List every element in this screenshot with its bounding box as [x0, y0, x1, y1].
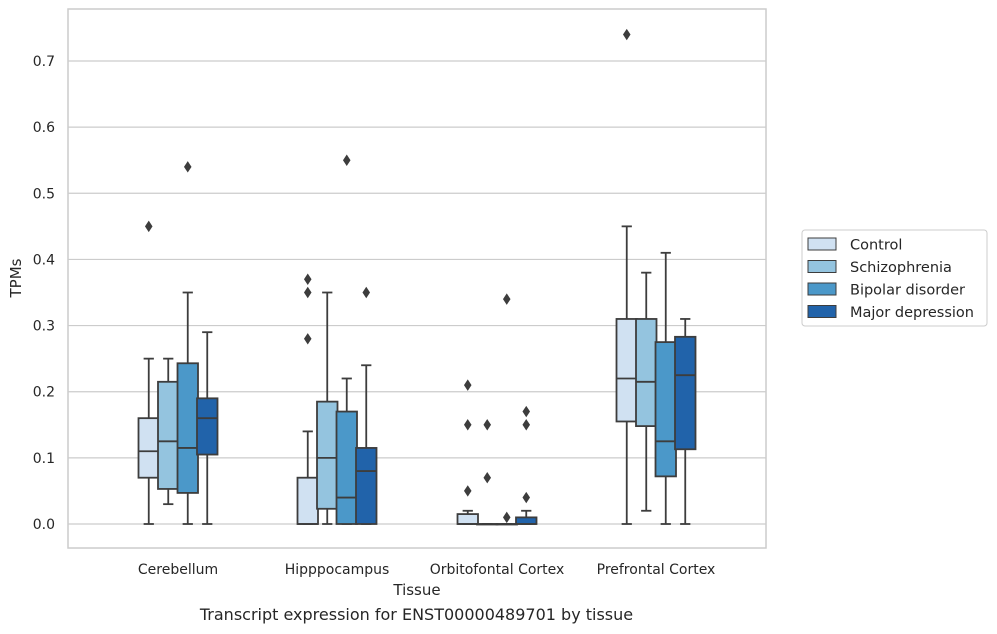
box-control-1 — [296, 273, 319, 525]
x-tick-label: Hipppocampus — [285, 562, 390, 578]
box-body — [316, 400, 339, 510]
box-control-3 — [615, 28, 638, 525]
legend-swatch — [807, 260, 837, 273]
box-schizophrenia-1 — [316, 291, 339, 525]
outlier-point — [502, 293, 511, 305]
outlier-point — [522, 491, 531, 504]
outlier-point — [483, 471, 492, 484]
box-bipolar-disorder-1 — [335, 154, 358, 525]
y-tick-label: 0.7 — [33, 54, 55, 70]
box-schizophrenia-2 — [476, 419, 499, 526]
x-axis-label: Tissue — [392, 581, 440, 599]
y-tick-label: 0.6 — [33, 120, 55, 136]
outlier-point — [144, 220, 153, 233]
box-schizophrenia-0 — [157, 357, 180, 506]
box-control-2 — [456, 379, 479, 525]
outlier-point — [483, 419, 492, 431]
box-body — [674, 335, 697, 451]
plot-frame — [67, 8, 767, 549]
box-major-depression-2 — [515, 405, 538, 525]
box-body — [335, 410, 358, 525]
box-bipolar-disorder-2 — [495, 293, 518, 526]
outlier-point — [463, 419, 472, 431]
outlier-point — [522, 405, 531, 418]
box-major-depression-0 — [196, 331, 219, 525]
x-tick-label: Orbitofontal Cortex — [430, 562, 565, 578]
outlier-point — [463, 379, 472, 391]
y-tick-label: 0.2 — [33, 385, 55, 401]
box-body — [635, 318, 658, 428]
box-body — [137, 417, 160, 479]
box-bipolar-disorder-0 — [176, 161, 199, 525]
box-bipolar-disorder-3 — [654, 251, 677, 525]
box-major-depression-3 — [674, 318, 697, 525]
figure-caption: Transcript expression for ENST0000048970… — [199, 605, 634, 624]
y-tick-label: 0.0 — [33, 517, 55, 533]
box-major-depression-1 — [355, 286, 378, 525]
outlier-point — [303, 273, 312, 285]
outlier-point — [502, 511, 511, 524]
y-tick-label: 0.5 — [33, 186, 55, 202]
legend-label: Control — [850, 238, 902, 254]
y-tick-label: 0.3 — [33, 319, 55, 335]
x-tick-label: Cerebellum — [138, 562, 218, 578]
legend-label: Major depression — [850, 305, 974, 321]
box-schizophrenia-3 — [635, 271, 658, 512]
box-body — [355, 447, 378, 525]
box-body — [615, 318, 638, 423]
box-body — [157, 380, 180, 490]
box-body — [654, 341, 677, 478]
x-tick-labels: Cerebellum Hipppocampus Orbitofontal Corte… — [138, 562, 715, 578]
legend-swatch — [807, 237, 837, 251]
y-tick-labels: 0.0 0.1 0.2 0.3 0.4 0.5 0.6 0.7 — [33, 54, 55, 533]
outlier-point — [303, 333, 312, 345]
legend-swatch — [807, 305, 837, 318]
box-body — [296, 476, 319, 525]
outlier-point — [463, 485, 472, 497]
outlier-point — [342, 154, 351, 166]
y-tick-label: 0.1 — [33, 451, 55, 467]
box-body — [515, 516, 538, 525]
legend-frame — [801, 229, 988, 327]
outlier-point — [362, 286, 371, 299]
outlier-point — [622, 28, 631, 41]
outlier-point — [183, 161, 192, 173]
boxes-layer — [137, 28, 697, 526]
legend-label: Bipolar disorder — [850, 283, 965, 299]
box-body — [196, 397, 219, 456]
x-tick-label: Prefrontal Cortex — [597, 562, 716, 578]
y-axis-label: TPMs — [7, 258, 25, 298]
box-body — [176, 362, 199, 494]
legend-swatch — [807, 282, 837, 296]
legend: Control Schizophrenia Bipolar disorder Majo… — [801, 229, 988, 327]
outlier-point — [303, 286, 312, 299]
box-control-0 — [137, 220, 160, 525]
outlier-point — [522, 419, 531, 431]
legend-label: Schizophrenia — [850, 260, 952, 276]
y-tick-label: 0.4 — [33, 252, 55, 268]
box-body — [456, 513, 479, 525]
